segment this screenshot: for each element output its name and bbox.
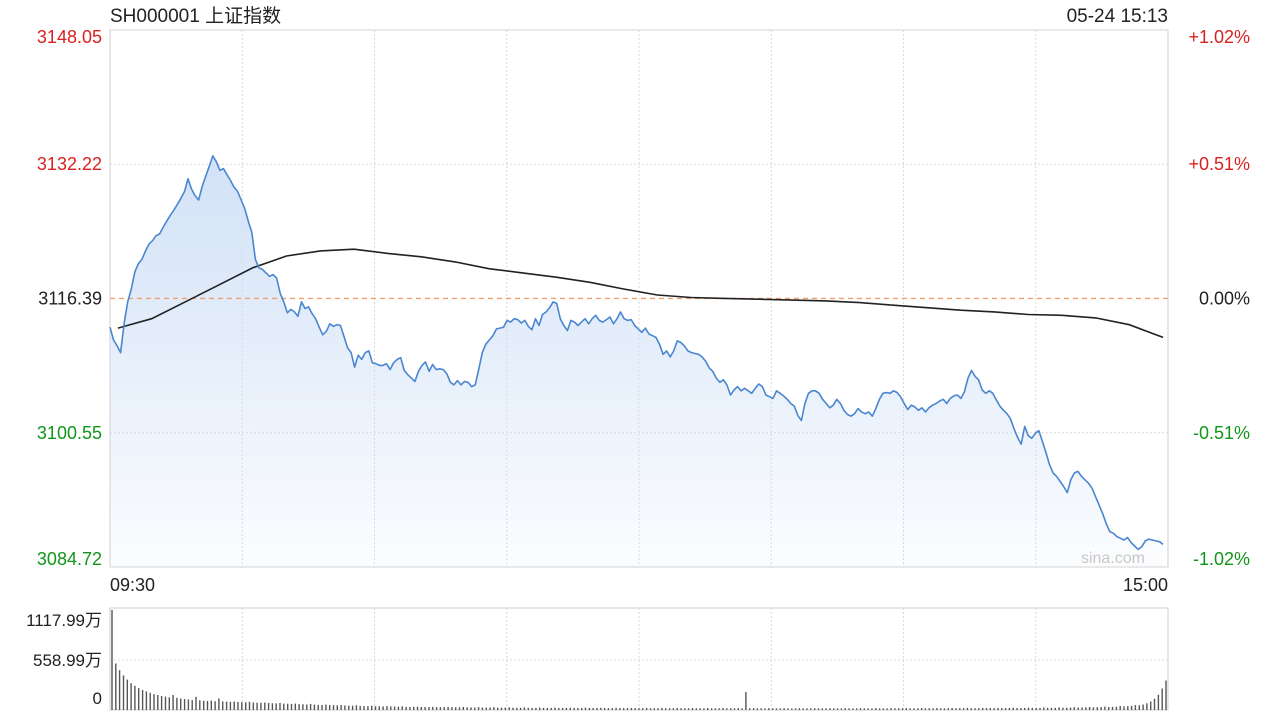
percent-tick-label: -0.51% bbox=[1193, 423, 1250, 443]
time-tick-label: 09:30 bbox=[110, 575, 155, 595]
price-tick-label: 3148.05 bbox=[37, 27, 102, 47]
percent-tick-label: -1.02% bbox=[1193, 549, 1250, 569]
time-tick-label: 15:00 bbox=[1123, 575, 1168, 595]
price-tick-label: 3100.55 bbox=[37, 423, 102, 443]
percent-tick-label: +1.02% bbox=[1188, 27, 1250, 47]
volume-bars bbox=[111, 610, 1167, 710]
average-price-series bbox=[117, 248, 1164, 339]
volume-axis-labels: 1117.99万 558.99万 0 bbox=[26, 611, 102, 708]
timestamp: 05-24 15:13 bbox=[1067, 6, 1168, 27]
price-tick-label: 3084.72 bbox=[37, 549, 102, 569]
price-line bbox=[109, 155, 1164, 551]
percent-tick-label: +0.51% bbox=[1188, 154, 1250, 174]
volume-tick-label: 0 bbox=[93, 689, 102, 708]
watermark-text: sina.com bbox=[1081, 550, 1145, 567]
price-series bbox=[109, 155, 1164, 551]
volume-tick-label: 1117.99万 bbox=[26, 611, 102, 630]
percent-tick-label: 0.00% bbox=[1199, 288, 1250, 308]
percent-axis-labels: +1.02% +0.51% 0.00% -0.51% -1.02% bbox=[1188, 27, 1250, 569]
time-axis-labels: 09:30 15:00 bbox=[110, 575, 1168, 595]
index-title: SH000001 上证指数 bbox=[110, 5, 281, 27]
price-axis-labels: 3148.05 3132.22 3116.39 3100.55 3084.72 bbox=[37, 27, 102, 569]
price-area bbox=[110, 155, 1163, 567]
price-area-fill bbox=[110, 155, 1163, 567]
volume-tick-label: 558.99万 bbox=[33, 651, 102, 670]
price-tick-label: 3116.39 bbox=[38, 288, 102, 308]
average-line bbox=[117, 248, 1164, 339]
price-tick-label: 3132.22 bbox=[37, 154, 102, 174]
